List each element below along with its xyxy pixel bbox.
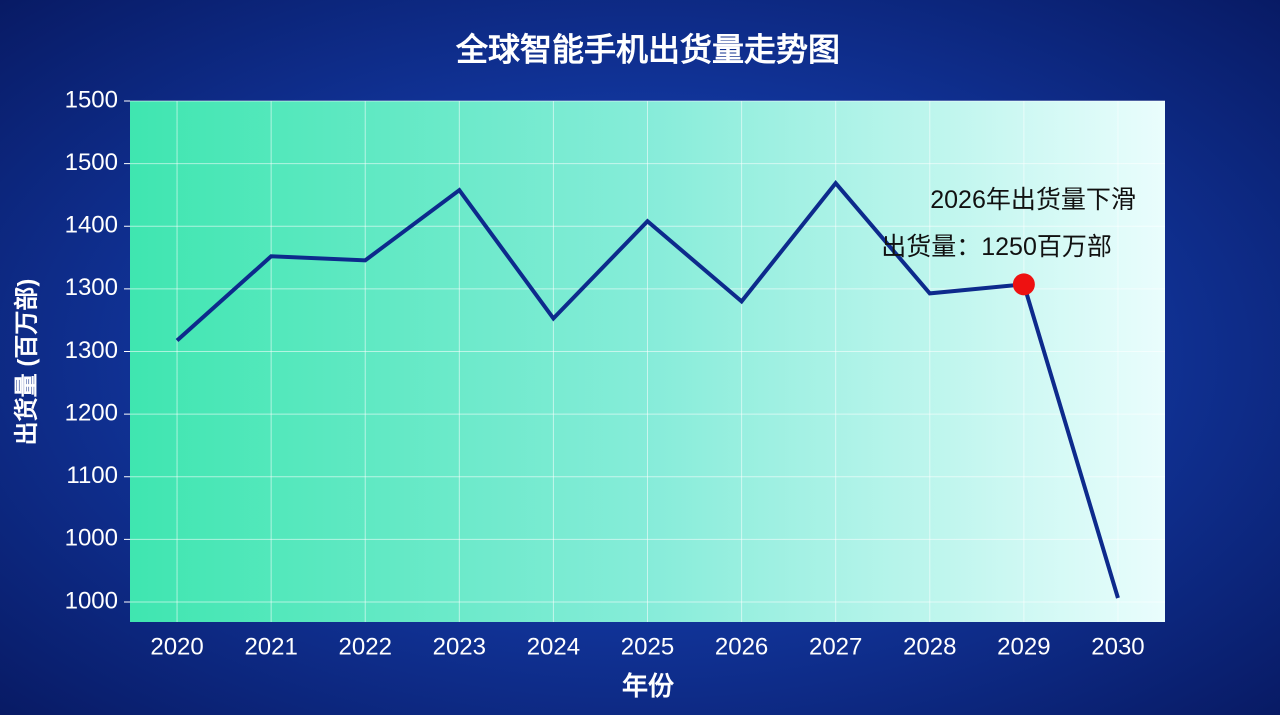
y-tick-label: 1300 (65, 274, 118, 301)
x-axis-label: 年份 (622, 671, 674, 701)
y-tick-label: 1100 (66, 462, 118, 489)
x-tick-label: 2027 (809, 633, 862, 660)
y-axis-label: 出货量 (百万部) (12, 279, 40, 446)
x-tick-label: 2021 (244, 633, 297, 660)
line-series (175, 180, 1120, 599)
y-tick-label: 1400 (65, 212, 118, 239)
y-tick-label: 1200 (65, 399, 118, 426)
highlight-point (1012, 273, 1035, 296)
y-tick-label: 1300 (65, 337, 118, 364)
y-tick-label: 1500 (65, 149, 118, 176)
x-tick-label: 2025 (621, 633, 674, 660)
x-tick-label: 2030 (1091, 633, 1144, 660)
y-tick-label: 1500 (65, 86, 118, 113)
y-tick-label: 1000 (65, 587, 118, 614)
x-tick-label: 2022 (339, 633, 392, 660)
annotation-text: 2026年出货量下滑 (930, 186, 1136, 214)
x-tick-label: 2026 (715, 633, 768, 660)
x-tick-label: 2029 (997, 633, 1050, 660)
x-tick-label: 2028 (903, 633, 956, 660)
y-tick-label: 1000 (65, 525, 118, 552)
annotation-text: 出货量：1250百万部 (881, 233, 1112, 261)
x-tick-label: 2023 (433, 633, 486, 660)
x-tick-label: 2020 (150, 633, 203, 660)
chart-title: 全球智能手机出货量走势图 (455, 31, 840, 67)
x-tick-label: 2024 (527, 633, 580, 660)
